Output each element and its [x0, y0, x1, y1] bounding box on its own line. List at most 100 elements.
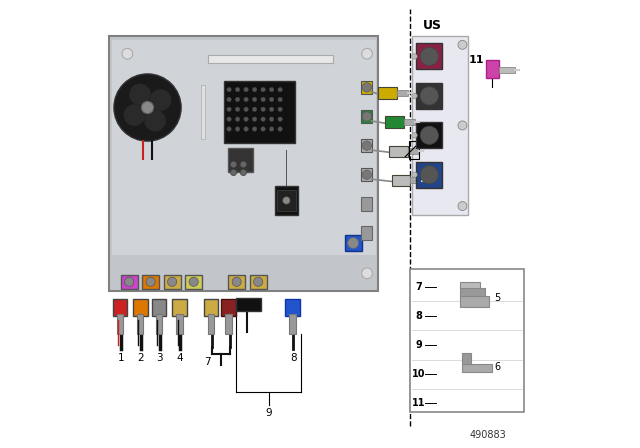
Circle shape — [261, 127, 266, 131]
Circle shape — [244, 87, 248, 92]
Circle shape — [141, 102, 154, 114]
Text: 7: 7 — [415, 282, 422, 292]
Circle shape — [261, 87, 266, 92]
Circle shape — [458, 40, 467, 49]
Circle shape — [269, 97, 274, 102]
Bar — [172, 299, 187, 316]
Circle shape — [150, 89, 172, 111]
Circle shape — [362, 48, 372, 59]
Bar — [164, 275, 180, 289]
Circle shape — [227, 97, 231, 102]
Bar — [113, 299, 127, 316]
Bar — [225, 314, 232, 334]
Bar — [228, 148, 253, 172]
Circle shape — [124, 104, 145, 126]
Circle shape — [244, 97, 248, 102]
Bar — [121, 275, 138, 289]
Circle shape — [269, 107, 274, 112]
Bar — [152, 299, 166, 316]
Circle shape — [269, 117, 274, 121]
Circle shape — [244, 117, 248, 121]
Circle shape — [125, 277, 134, 286]
Text: 490883: 490883 — [470, 431, 506, 440]
Circle shape — [348, 237, 358, 249]
Bar — [460, 296, 490, 307]
Circle shape — [252, 87, 257, 92]
Circle shape — [458, 202, 467, 211]
Text: 9: 9 — [415, 340, 422, 350]
Circle shape — [230, 161, 237, 168]
Bar — [410, 269, 524, 412]
Text: 11: 11 — [469, 56, 484, 65]
Bar — [361, 139, 372, 152]
Bar — [116, 314, 124, 334]
Text: GPS: GPS — [446, 172, 460, 178]
Bar — [361, 81, 372, 94]
Text: FM: FM — [446, 132, 456, 138]
Circle shape — [240, 169, 246, 176]
Circle shape — [420, 87, 438, 105]
Circle shape — [146, 277, 156, 286]
Circle shape — [458, 121, 467, 130]
Circle shape — [362, 170, 371, 180]
Bar — [409, 141, 419, 159]
Bar — [204, 299, 218, 316]
Bar — [202, 85, 205, 139]
Bar — [132, 299, 148, 316]
Bar — [156, 314, 163, 334]
Text: 9: 9 — [266, 408, 272, 418]
Circle shape — [227, 117, 231, 121]
Circle shape — [244, 107, 248, 112]
Circle shape — [236, 107, 240, 112]
Bar — [112, 40, 376, 255]
Circle shape — [278, 97, 282, 102]
Circle shape — [240, 161, 246, 168]
Circle shape — [283, 197, 290, 204]
Text: US: US — [423, 19, 442, 33]
Bar — [463, 364, 492, 372]
Bar — [417, 162, 442, 188]
Circle shape — [412, 133, 417, 138]
Bar — [410, 177, 422, 183]
Text: 11: 11 — [412, 398, 426, 408]
Circle shape — [168, 277, 177, 286]
Bar — [142, 275, 159, 289]
Text: FM2: FM2 — [446, 93, 460, 99]
Bar — [208, 55, 333, 63]
Text: DAB: DAB — [446, 53, 461, 60]
Bar — [289, 314, 296, 334]
Bar — [250, 275, 267, 289]
Bar — [207, 314, 214, 334]
Bar — [417, 83, 442, 109]
Circle shape — [278, 87, 282, 92]
Text: 7: 7 — [204, 357, 211, 367]
Bar — [486, 60, 499, 78]
Bar — [499, 67, 515, 73]
Circle shape — [278, 107, 282, 112]
Circle shape — [362, 141, 371, 151]
Text: 10: 10 — [427, 144, 440, 154]
Circle shape — [236, 97, 240, 102]
Circle shape — [129, 84, 150, 105]
Circle shape — [227, 127, 231, 131]
Text: 8: 8 — [415, 311, 422, 321]
Circle shape — [227, 87, 231, 92]
Circle shape — [230, 169, 237, 176]
Bar — [277, 190, 296, 211]
Bar — [463, 353, 472, 364]
Circle shape — [236, 117, 240, 121]
Circle shape — [278, 117, 282, 121]
Bar — [460, 282, 481, 288]
Bar — [385, 116, 404, 128]
Text: 10: 10 — [412, 369, 426, 379]
Bar — [109, 36, 378, 291]
Bar — [221, 299, 236, 316]
Circle shape — [412, 54, 417, 59]
Circle shape — [420, 47, 438, 65]
Text: 5: 5 — [494, 293, 500, 303]
Bar — [392, 175, 410, 186]
Bar — [236, 298, 261, 311]
Circle shape — [145, 110, 166, 131]
Circle shape — [362, 268, 372, 279]
Circle shape — [261, 97, 266, 102]
